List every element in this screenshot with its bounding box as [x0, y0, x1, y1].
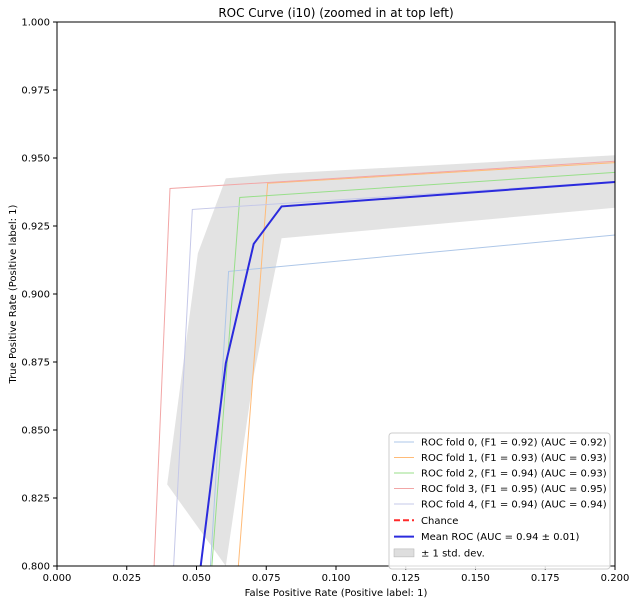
y-tick-label: 0.850	[21, 426, 50, 437]
x-tick-label: 0.200	[601, 573, 630, 584]
roc-fold-4-line	[173, 181, 615, 566]
y-tick-label: 1.000	[21, 18, 50, 29]
legend-label: ROC fold 3, (F1 = 0.95) (AUC = 0.95)	[421, 484, 607, 495]
y-axis: 0.800 0.825 0.850 0.875 0.900 0.925 0.950 0.975…	[21, 18, 57, 573]
roc-fold-3-line	[153, 160, 615, 566]
roc-fold-1-line	[237, 162, 615, 566]
y-tick-label: 0.900	[21, 290, 50, 301]
x-tick-label: 0.150	[461, 573, 490, 584]
y-tick-label: 0.875	[21, 358, 50, 369]
x-tick-label: 0.075	[252, 573, 281, 584]
mean-roc-line	[199, 180, 615, 566]
legend-label: ROC fold 2, (F1 = 0.94) (AUC = 0.93)	[421, 469, 607, 480]
legend: ROC fold 0, (F1 = 0.92) (AUC = 0.92) ROC …	[388, 432, 611, 570]
x-tick-label: 0.000	[43, 573, 72, 584]
y-tick-label: 0.825	[21, 494, 50, 505]
x-axis: 0.000 0.025 0.050 0.075 0.100 0.125 0.150 0.175…	[43, 566, 630, 584]
legend-swatch-band	[393, 548, 415, 558]
legend-label: ± 1 std. dev.	[421, 548, 485, 559]
legend-label: Mean ROC (AUC = 0.94 ± 0.01)	[421, 532, 579, 543]
std-dev-band	[167, 155, 615, 566]
x-tick-label: 0.100	[322, 573, 351, 584]
y-tick-label: 0.800	[21, 562, 50, 573]
legend-label: ROC fold 4, (F1 = 0.94) (AUC = 0.94)	[421, 500, 607, 511]
y-tick-label: 0.975	[21, 86, 50, 97]
plot-area	[153, 155, 615, 566]
legend-label: ROC fold 1, (F1 = 0.93) (AUC = 0.93)	[421, 453, 607, 464]
chart-title: ROC Curve (i10) (zoomed in at top left)	[218, 6, 453, 20]
legend-box	[388, 432, 611, 570]
y-axis-label: True Positive Rate (Positive label: 1)	[8, 204, 19, 384]
x-tick-label: 0.050	[182, 573, 211, 584]
legend-label: Chance	[421, 516, 458, 527]
y-tick-label: 0.925	[21, 222, 50, 233]
roc-fold-2-line	[211, 171, 615, 566]
roc-fold-0-line	[209, 234, 615, 566]
x-tick-label: 0.125	[391, 573, 420, 584]
x-axis-label: False Positive Rate (Positive label: 1)	[245, 588, 428, 599]
legend-label: ROC fold 0, (F1 = 0.92) (AUC = 0.92)	[421, 438, 607, 449]
x-tick-label: 0.175	[531, 573, 560, 584]
y-tick-label: 0.950	[21, 154, 50, 165]
x-tick-label: 0.025	[112, 573, 141, 584]
